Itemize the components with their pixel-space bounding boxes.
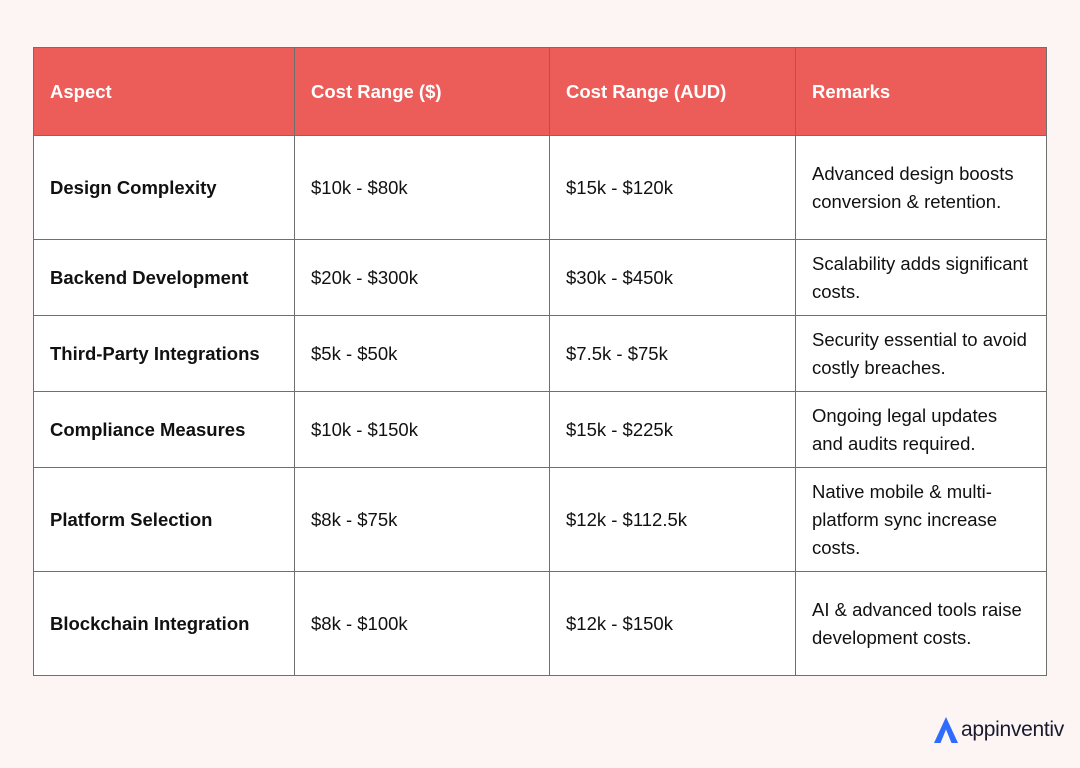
cost-usd-cell: $10k - $150k [294, 391, 550, 468]
table-header: Aspect Cost Range ($) Cost Range (AUD) R… [33, 47, 1047, 136]
table-row: Backend Development $20k - $300k $30k - … [33, 239, 1047, 316]
cost-usd-cell: $8k - $100k [294, 571, 550, 676]
header-cost-aud: Cost Range (AUD) [549, 47, 796, 136]
cost-usd-cell: $5k - $50k [294, 315, 550, 392]
aspect-cell: Blockchain Integration [33, 571, 295, 676]
remarks-cell: Advanced design boosts conversion & rete… [795, 135, 1047, 240]
table-row: Platform Selection $8k - $75k $12k - $11… [33, 467, 1047, 572]
aspect-cell: Third-Party Integrations [33, 315, 295, 392]
table-row: Compliance Measures $10k - $150k $15k - … [33, 391, 1047, 468]
brand-name: appinventiv [961, 718, 1064, 741]
table-row: Blockchain Integration $8k - $100k $12k … [33, 571, 1047, 676]
appinventiv-logo-icon [934, 717, 958, 743]
cost-aud-cell: $12k - $112.5k [549, 467, 796, 572]
header-aspect: Aspect [33, 47, 295, 136]
aspect-cell: Compliance Measures [33, 391, 295, 468]
table-body: Design Complexity $10k - $80k $15k - $12… [33, 135, 1047, 676]
cost-aud-cell: $12k - $150k [549, 571, 796, 676]
remarks-cell: AI & advanced tools raise development co… [795, 571, 1047, 676]
cost-aud-cell: $15k - $225k [549, 391, 796, 468]
header-row: Aspect Cost Range ($) Cost Range (AUD) R… [33, 47, 1047, 136]
header-remarks: Remarks [795, 47, 1047, 136]
cost-usd-cell: $8k - $75k [294, 467, 550, 572]
aspect-cell: Design Complexity [33, 135, 295, 240]
brand-logo: appinventiv [933, 716, 1064, 744]
cost-aud-cell: $15k - $120k [549, 135, 796, 240]
remarks-cell: Security essential to avoid costly breac… [795, 315, 1047, 392]
table-row: Third-Party Integrations $5k - $50k $7.5… [33, 315, 1047, 392]
remarks-cell: Ongoing legal updates and audits require… [795, 391, 1047, 468]
cost-aud-cell: $30k - $450k [549, 239, 796, 316]
aspect-cell: Platform Selection [33, 467, 295, 572]
remarks-cell: Scalability adds significant costs. [795, 239, 1047, 316]
header-cost-usd: Cost Range ($) [294, 47, 550, 136]
cost-table: Aspect Cost Range ($) Cost Range (AUD) R… [33, 47, 1047, 676]
aspect-cell: Backend Development [33, 239, 295, 316]
cost-aud-cell: $7.5k - $75k [549, 315, 796, 392]
cost-usd-cell: $20k - $300k [294, 239, 550, 316]
table-row: Design Complexity $10k - $80k $15k - $12… [33, 135, 1047, 240]
remarks-cell: Native mobile & multi-platform sync incr… [795, 467, 1047, 572]
cost-usd-cell: $10k - $80k [294, 135, 550, 240]
